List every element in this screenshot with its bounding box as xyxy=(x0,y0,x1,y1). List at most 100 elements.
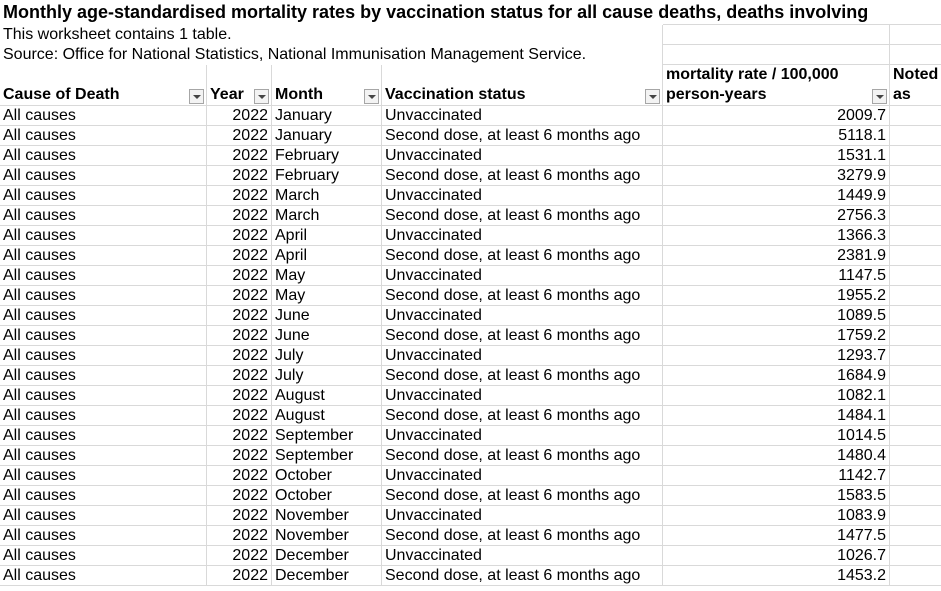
table-cell: 1453.2 xyxy=(663,566,890,586)
table-cell: May xyxy=(272,266,382,286)
table-cell xyxy=(890,366,941,386)
table-cell: 2022 xyxy=(207,386,272,406)
table-cell: Unvaccinated xyxy=(382,266,663,286)
table-cell xyxy=(890,506,941,526)
table-cell: 2022 xyxy=(207,286,272,306)
table-cell: 1684.9 xyxy=(663,366,890,386)
table-cell: 1583.5 xyxy=(663,486,890,506)
table-cell: 2022 xyxy=(207,526,272,546)
table-cell: All causes xyxy=(0,126,207,146)
table-cell xyxy=(890,206,941,226)
table-cell: February xyxy=(272,166,382,186)
filter-button[interactable] xyxy=(645,89,660,104)
table-cell: 2022 xyxy=(207,486,272,506)
table-cell: 1484.1 xyxy=(663,406,890,426)
table-cell: July xyxy=(272,346,382,366)
column-header: Year xyxy=(207,65,272,106)
table-cell: All causes xyxy=(0,366,207,386)
table-cell: Unvaccinated xyxy=(382,346,663,366)
table-cell: 2022 xyxy=(207,246,272,266)
table-cell: 5118.1 xyxy=(663,126,890,146)
table-cell: All causes xyxy=(0,466,207,486)
table-cell: Second dose, at least 6 months ago xyxy=(382,246,663,266)
filter-button[interactable] xyxy=(189,89,204,104)
sheet-note: This worksheet contains 1 table. xyxy=(3,26,232,43)
table-cell: 2022 xyxy=(207,426,272,446)
column-header: Age-standardised mortality rate / 100,00… xyxy=(663,65,890,106)
table-cell: Unvaccinated xyxy=(382,146,663,166)
grid-line xyxy=(663,44,941,45)
table-cell: 1082.1 xyxy=(663,386,890,406)
filter-button[interactable] xyxy=(364,89,379,104)
table-cell: All causes xyxy=(0,566,207,586)
table-cell: December xyxy=(272,546,382,566)
table-cell: 2756.3 xyxy=(663,206,890,226)
table-cell xyxy=(890,446,941,466)
table-cell xyxy=(890,346,941,366)
table-cell: 1480.4 xyxy=(663,446,890,466)
table-cell: 2022 xyxy=(207,546,272,566)
grid-line xyxy=(663,64,941,65)
table-cell: July xyxy=(272,366,382,386)
table-cell: 1026.7 xyxy=(663,546,890,566)
table-cell: 1759.2 xyxy=(663,326,890,346)
table-cell: 2022 xyxy=(207,406,272,426)
table-cell: All causes xyxy=(0,186,207,206)
table-cell: May xyxy=(272,286,382,306)
table-cell: 2022 xyxy=(207,166,272,186)
table-cell: Unvaccinated xyxy=(382,466,663,486)
table-cell: November xyxy=(272,506,382,526)
table-cell: 2022 xyxy=(207,106,272,126)
table-cell: All causes xyxy=(0,446,207,466)
table-cell: Second dose, at least 6 months ago xyxy=(382,526,663,546)
table-cell: Second dose, at least 6 months ago xyxy=(382,406,663,426)
header-text: Cause of Death xyxy=(3,86,120,103)
table-cell: 2022 xyxy=(207,366,272,386)
table-cell: Unvaccinated xyxy=(382,546,663,566)
table-cell: September xyxy=(272,426,382,446)
table-cell xyxy=(890,566,941,586)
table-cell: 3279.9 xyxy=(663,166,890,186)
table-cell: January xyxy=(272,106,382,126)
table-cell: 2009.7 xyxy=(663,106,890,126)
table-cell: 1477.5 xyxy=(663,526,890,546)
table-cell: All causes xyxy=(0,206,207,226)
sheet-title: Monthly age-standardised mortality rates… xyxy=(3,2,869,22)
table-cell xyxy=(890,486,941,506)
table-cell xyxy=(890,426,941,446)
table-cell xyxy=(890,406,941,426)
table-cell: 2022 xyxy=(207,126,272,146)
table-cell: September xyxy=(272,446,382,466)
table-cell: All causes xyxy=(0,266,207,286)
table-cell xyxy=(890,306,941,326)
table-cell: Unvaccinated xyxy=(382,186,663,206)
table-cell: 2022 xyxy=(207,206,272,226)
table-cell: All causes xyxy=(0,146,207,166)
table-cell: Unvaccinated xyxy=(382,106,663,126)
table-cell: All causes xyxy=(0,166,207,186)
table-cell: April xyxy=(272,226,382,246)
filter-button[interactable] xyxy=(872,89,887,104)
column-header: Month xyxy=(272,65,382,106)
column-header: Vaccination status xyxy=(382,65,663,106)
table-cell: All causes xyxy=(0,326,207,346)
table-cell: 2022 xyxy=(207,306,272,326)
table-cell: All causes xyxy=(0,506,207,526)
table-cell: Second dose, at least 6 months ago xyxy=(382,286,663,306)
table-cell: Second dose, at least 6 months ago xyxy=(382,366,663,386)
table-cell: 1014.5 xyxy=(663,426,890,446)
table-cell: Second dose, at least 6 months ago xyxy=(382,166,663,186)
table-cell: February xyxy=(272,146,382,166)
table-cell xyxy=(890,246,941,266)
table-cell: Unvaccinated xyxy=(382,426,663,446)
table-cell: All causes xyxy=(0,406,207,426)
table-cell xyxy=(890,166,941,186)
table-cell: Second dose, at least 6 months ago xyxy=(382,446,663,466)
table-cell: December xyxy=(272,566,382,586)
filter-button[interactable] xyxy=(254,89,269,104)
table-cell xyxy=(890,386,941,406)
table-cell: 2022 xyxy=(207,346,272,366)
table-cell: 1955.2 xyxy=(663,286,890,306)
table-cell: June xyxy=(272,306,382,326)
